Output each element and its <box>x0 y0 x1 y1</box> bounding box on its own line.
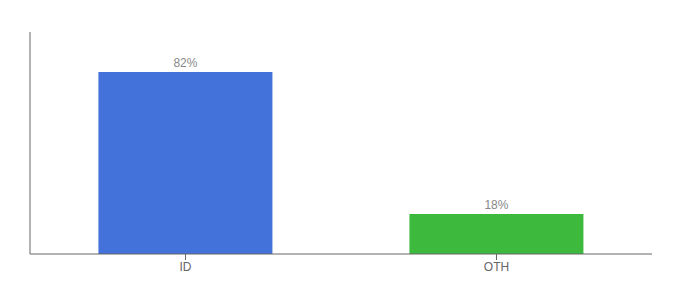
svg-text:OTH: OTH <box>484 260 509 274</box>
svg-text:18%: 18% <box>484 198 508 212</box>
svg-text:ID: ID <box>180 260 192 274</box>
svg-text:82%: 82% <box>173 56 197 70</box>
